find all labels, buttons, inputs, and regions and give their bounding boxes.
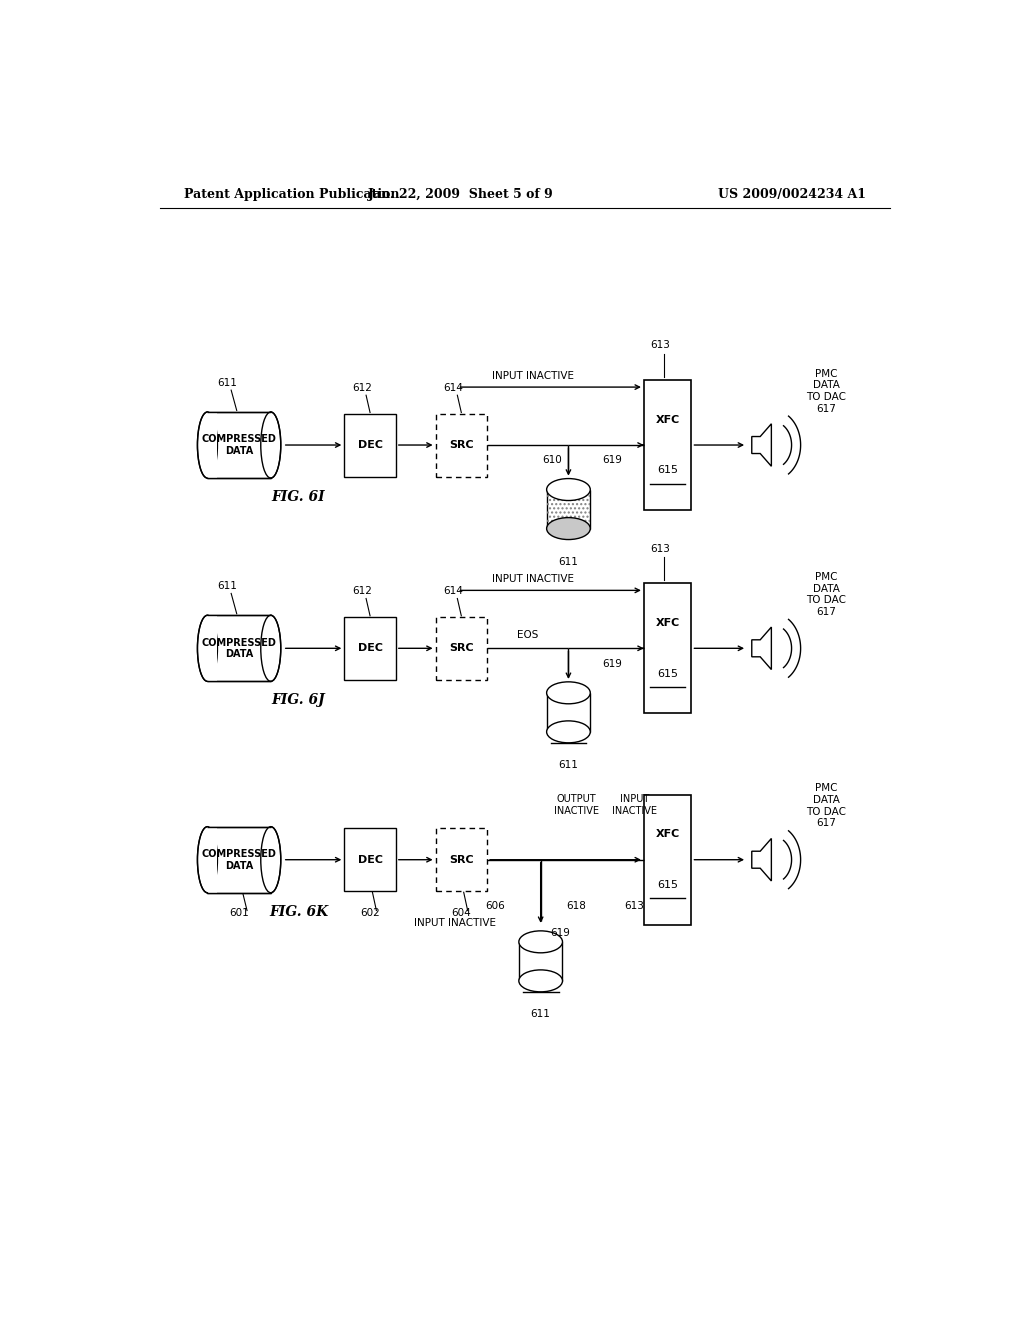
Text: 611: 611	[217, 581, 238, 591]
Text: 618: 618	[566, 900, 587, 911]
Polygon shape	[752, 838, 771, 880]
Bar	[644, 380, 691, 510]
Text: INPUT INACTIVE: INPUT INACTIVE	[414, 917, 496, 928]
Text: 613: 613	[650, 544, 670, 554]
Text: 615: 615	[657, 880, 678, 890]
Text: 610: 610	[543, 455, 562, 466]
Text: Jan. 22, 2009  Sheet 5 of 9: Jan. 22, 2009 Sheet 5 of 9	[369, 189, 554, 202]
Text: 601: 601	[229, 908, 249, 917]
Text: 612: 612	[352, 586, 372, 597]
Bar	[435, 616, 487, 680]
Text: 619: 619	[551, 928, 570, 939]
Text: DEC: DEC	[357, 440, 383, 450]
Ellipse shape	[261, 412, 281, 478]
Text: 604: 604	[452, 908, 471, 917]
Bar	[208, 412, 217, 478]
Text: 614: 614	[443, 383, 463, 393]
Text: DEC: DEC	[357, 643, 383, 653]
Text: 611: 611	[558, 760, 579, 771]
Bar	[344, 616, 396, 680]
Text: COMPRESSED
DATA: COMPRESSED DATA	[202, 638, 276, 659]
Text: EOS: EOS	[517, 630, 539, 640]
Ellipse shape	[261, 615, 281, 681]
Ellipse shape	[261, 826, 281, 892]
Text: XFC: XFC	[655, 618, 680, 628]
Text: COMPRESSED
DATA: COMPRESSED DATA	[202, 434, 276, 455]
Ellipse shape	[547, 517, 590, 540]
Text: US 2009/0024234 A1: US 2009/0024234 A1	[718, 189, 866, 202]
Bar	[644, 795, 691, 925]
Bar	[644, 583, 691, 713]
Text: 613: 613	[650, 341, 670, 351]
Text: PMC
DATA
TO DAC
617: PMC DATA TO DAC 617	[806, 368, 847, 413]
Text: 614: 614	[443, 586, 463, 597]
Bar	[547, 490, 590, 528]
Ellipse shape	[519, 931, 562, 953]
Text: 606: 606	[485, 900, 505, 911]
Text: XFC: XFC	[655, 829, 680, 840]
Ellipse shape	[547, 479, 590, 500]
Ellipse shape	[198, 615, 217, 681]
Text: PMC
DATA
TO DAC
617: PMC DATA TO DAC 617	[806, 784, 847, 828]
Bar	[435, 828, 487, 891]
Text: 611: 611	[558, 557, 579, 568]
Text: INPUT INACTIVE: INPUT INACTIVE	[492, 371, 573, 381]
Text: 619: 619	[602, 455, 622, 466]
Text: INPUT INACTIVE: INPUT INACTIVE	[492, 574, 573, 585]
Polygon shape	[752, 627, 771, 669]
Bar	[208, 826, 217, 892]
Text: Patent Application Publication: Patent Application Publication	[183, 189, 399, 202]
Bar	[208, 615, 270, 681]
Text: 613: 613	[625, 900, 644, 911]
Text: 611: 611	[217, 378, 238, 388]
Text: OUTPUT
INACTIVE: OUTPUT INACTIVE	[554, 795, 599, 816]
Text: 615: 615	[657, 466, 678, 475]
Ellipse shape	[198, 826, 217, 892]
Text: 612: 612	[352, 383, 372, 393]
Text: PMC
DATA
TO DAC
617: PMC DATA TO DAC 617	[806, 572, 847, 616]
Bar	[208, 412, 270, 478]
Bar	[519, 942, 562, 981]
Text: 615: 615	[657, 669, 678, 678]
Bar	[344, 413, 396, 477]
Ellipse shape	[519, 970, 562, 991]
Text: SRC: SRC	[449, 855, 474, 865]
Text: FIG. 6K: FIG. 6K	[269, 904, 328, 919]
Bar	[547, 490, 590, 528]
Bar	[547, 693, 590, 731]
Bar	[344, 828, 396, 891]
Text: 602: 602	[360, 908, 380, 917]
Text: FIG. 6I: FIG. 6I	[271, 490, 326, 504]
Ellipse shape	[198, 412, 217, 478]
Bar	[208, 826, 270, 892]
Bar	[208, 615, 217, 681]
Text: COMPRESSED
DATA: COMPRESSED DATA	[202, 849, 276, 870]
Polygon shape	[752, 424, 771, 466]
Text: DEC: DEC	[357, 855, 383, 865]
Text: SRC: SRC	[449, 440, 474, 450]
Ellipse shape	[547, 721, 590, 743]
Text: 619: 619	[602, 659, 622, 669]
Bar	[435, 413, 487, 477]
Text: XFC: XFC	[655, 414, 680, 425]
Text: INPUT
INACTIVE: INPUT INACTIVE	[611, 795, 656, 816]
Text: SRC: SRC	[449, 643, 474, 653]
Ellipse shape	[547, 682, 590, 704]
Text: FIG. 6J: FIG. 6J	[271, 693, 326, 708]
Text: 611: 611	[530, 1010, 551, 1019]
